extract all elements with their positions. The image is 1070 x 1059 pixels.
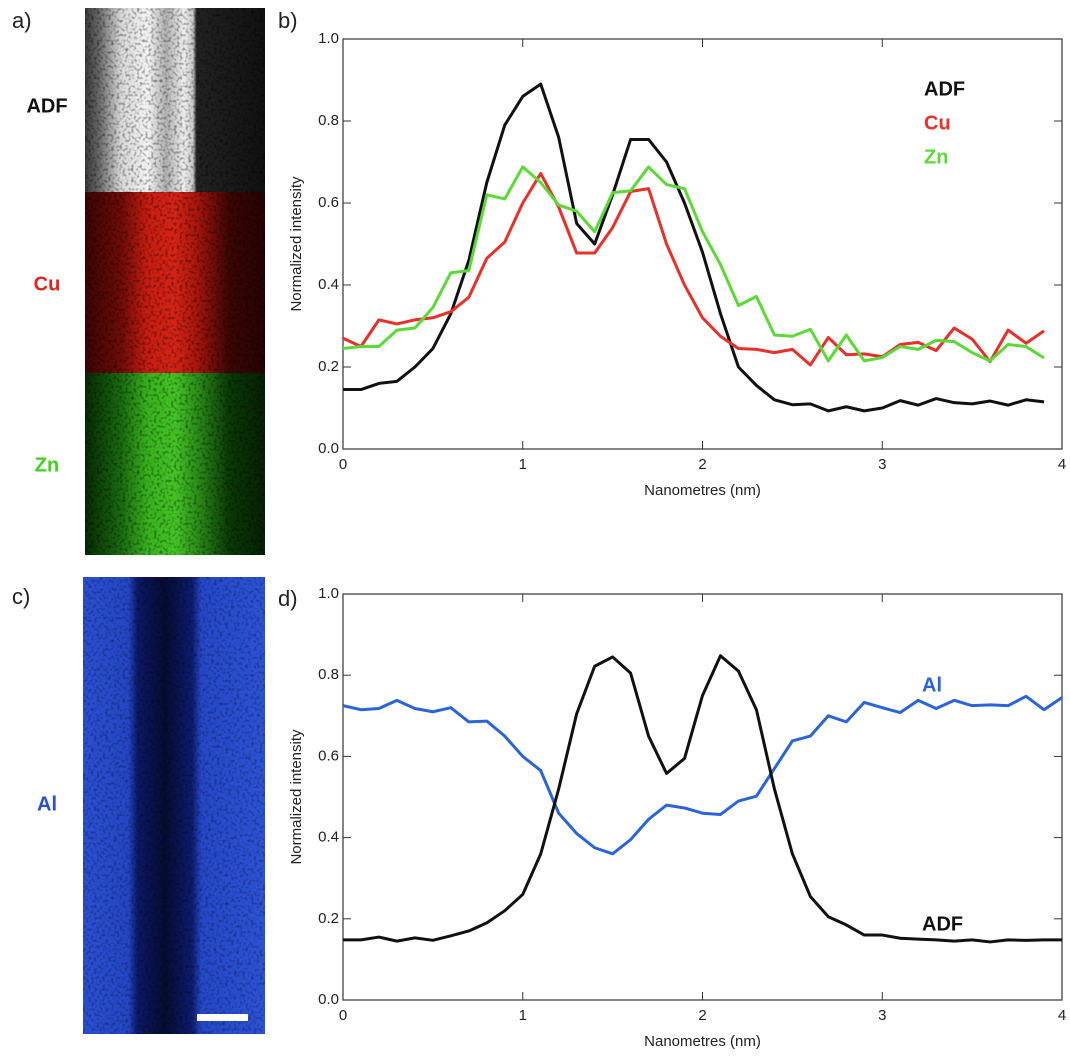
- y-tick-label: 0.4: [318, 276, 339, 293]
- y-axis-title: Normalized intensity: [288, 176, 305, 312]
- panel-c-image: 1 nm: [83, 577, 265, 1055]
- series-line: [343, 82, 1045, 413]
- y-tick-label: 0.2: [318, 358, 339, 375]
- scale-bar-label: 1 nm: [210, 1030, 259, 1055]
- x-axis-title: Nanometres (nm): [644, 1033, 761, 1050]
- legend-label: ADF: [924, 78, 965, 100]
- y-axis-title: Normalized intensity: [288, 729, 305, 865]
- x-tick-label: 0: [339, 456, 347, 473]
- panel-a-image: [85, 8, 265, 555]
- x-tick-label: 4: [1058, 1007, 1066, 1024]
- y-tick-label: 0.6: [318, 747, 339, 764]
- panel-label: a): [12, 8, 32, 33]
- series-line: [342, 165, 1045, 363]
- series-line: [343, 654, 1062, 944]
- plot-frame: [342, 593, 1063, 1001]
- x-tick-label: 1: [519, 456, 527, 473]
- legend-label: ADF: [922, 913, 963, 935]
- y-tick-label: 0.0: [318, 991, 339, 1008]
- series-line: [342, 694, 1063, 856]
- channel-label: Al: [37, 793, 57, 815]
- legend-label: Al: [922, 674, 942, 696]
- channel-label: ADF: [26, 95, 67, 117]
- channel-label: Zn: [35, 454, 59, 476]
- x-tick-label: 0: [339, 1007, 347, 1024]
- x-axis-title: Nanometres (nm): [644, 482, 761, 499]
- noise-overlay: [83, 577, 265, 1034]
- y-tick-label: 0.2: [318, 910, 339, 927]
- y-tick-label: 1.0: [318, 585, 339, 602]
- noise-overlay: [85, 8, 265, 555]
- x-tick-label: 4: [1058, 456, 1066, 473]
- y-tick-label: 0.0: [318, 440, 339, 457]
- panel-label: b): [278, 8, 298, 33]
- plot-frame: [342, 38, 1063, 450]
- x-tick-label: 2: [698, 1007, 706, 1024]
- x-tick-label: 1: [519, 1007, 527, 1024]
- x-tick-label: 3: [878, 456, 886, 473]
- panel-label: c): [12, 584, 30, 609]
- series-line: [342, 171, 1045, 367]
- y-tick-label: 1.0: [318, 30, 339, 47]
- x-tick-label: 2: [698, 456, 706, 473]
- x-tick-label: 3: [878, 1007, 886, 1024]
- panel-label: d): [278, 586, 298, 611]
- legend-label: Zn: [924, 146, 948, 168]
- y-tick-label: 0.8: [318, 666, 339, 683]
- legend-label: Cu: [924, 112, 951, 134]
- channel-label: Cu: [34, 273, 61, 295]
- y-tick-label: 0.6: [318, 194, 339, 211]
- y-tick-label: 0.8: [318, 112, 339, 129]
- y-tick-label: 0.4: [318, 829, 339, 846]
- scale-bar: [197, 1014, 248, 1021]
